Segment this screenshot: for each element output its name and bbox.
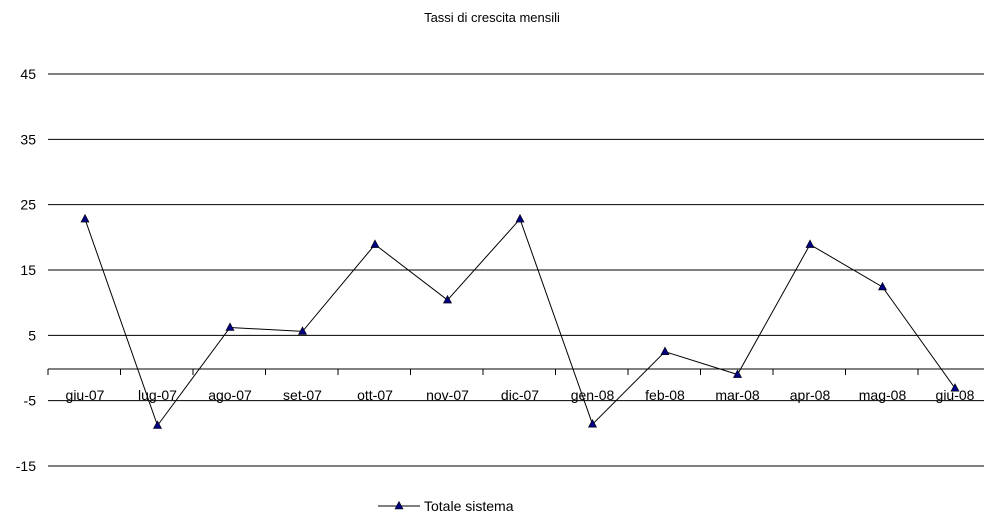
x-tick-label: feb-08 xyxy=(645,387,685,403)
x-tick-label: ott-07 xyxy=(357,387,393,403)
y-tick-label: 35 xyxy=(20,131,36,147)
data-point-marker xyxy=(515,213,525,223)
data-point-marker xyxy=(153,420,162,429)
data-point-marker xyxy=(805,239,815,248)
x-tick-label: giu-08 xyxy=(936,387,975,403)
data-point-marker xyxy=(225,322,235,331)
data-point-marker xyxy=(878,281,887,291)
legend: Totale sistema xyxy=(378,498,514,514)
legend-marker xyxy=(394,500,404,510)
y-tick-label: -15 xyxy=(16,458,36,474)
data-point-marker xyxy=(80,213,90,223)
data-point-marker xyxy=(298,326,307,335)
x-tick-label: giu-07 xyxy=(66,387,105,403)
y-axis: -15 -5 5 15 25 35 45 xyxy=(16,66,36,474)
y-tick-label: 25 xyxy=(20,197,36,213)
data-point-marker xyxy=(950,383,960,392)
x-tick-label: gen-08 xyxy=(571,387,615,403)
x-tick-label: set-07 xyxy=(283,387,322,403)
x-tick-label: ago-07 xyxy=(208,387,252,403)
x-tick-label: apr-08 xyxy=(790,387,831,403)
data-point-marker xyxy=(588,419,597,428)
gridlines xyxy=(48,73,984,467)
y-tick-label: 15 xyxy=(20,262,36,278)
chart-title: Tassi di crescita mensili xyxy=(424,10,560,25)
x-tick-label: nov-07 xyxy=(426,387,469,403)
data-point-marker xyxy=(660,346,670,355)
series-group xyxy=(80,213,960,429)
x-tick-label: dic-07 xyxy=(501,387,539,403)
x-axis: giu-07 lug-07 ago-07 set-07 ott-07 nov-07 dic-… xyxy=(47,368,984,403)
y-tick-label: 5 xyxy=(28,327,36,343)
x-tick-label: mar-08 xyxy=(715,387,760,403)
y-tick-label: 45 xyxy=(20,66,36,82)
data-point-marker xyxy=(733,369,742,378)
y-tick-label: -5 xyxy=(24,393,37,409)
x-tick-label: lug-07 xyxy=(138,387,177,403)
data-point-marker xyxy=(443,294,452,304)
data-point-marker xyxy=(370,239,380,248)
legend-label: Totale sistema xyxy=(424,498,514,514)
x-tick-label: mag-08 xyxy=(859,387,907,403)
